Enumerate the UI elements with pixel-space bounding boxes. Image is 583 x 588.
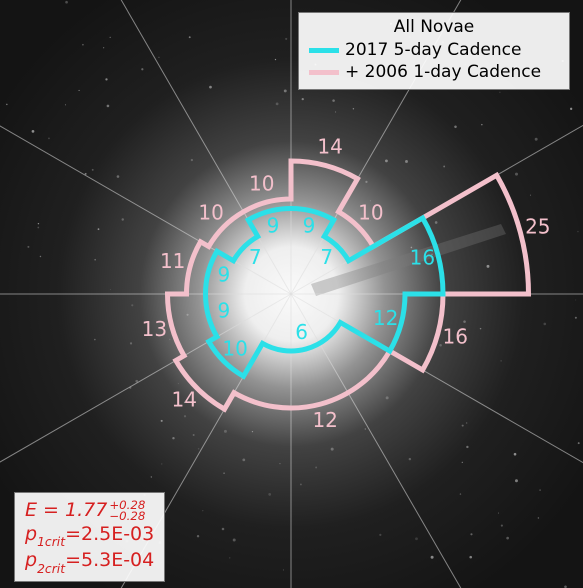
legend-swatch-outer [309,70,339,75]
inner-value-label: 9 [218,298,231,322]
outer-value-label: 13 [142,317,167,341]
outer-value-label: 16 [442,324,467,348]
inner-value-label: 16 [410,245,435,269]
inner-value-label: 9 [303,213,316,237]
inner-value-label: 9 [218,263,231,287]
outer-value-label: 12 [312,408,337,432]
stat-p2crit: p2crit=5.3E-04 [25,549,154,575]
legend-title: All Novae [309,17,559,37]
outer-value-label: 14 [172,387,197,411]
legend-row-inner: 2017 5-day Cadence [309,39,559,61]
inner-value-label: 6 [295,320,308,344]
legend-swatch-inner [309,48,339,53]
inner-value-label: 12 [373,306,398,330]
outer-value-label: 11 [160,249,185,273]
stat-p1crit: p1crit=2.5E-03 [25,523,154,549]
inner-value-label: 7 [320,245,333,269]
outer-value-label: 10 [358,201,383,225]
legend-box: All Novae 2017 5-day Cadence + 2006 1-da… [298,12,570,90]
outer-value-label: 10 [249,171,274,195]
rose-chart-root: 251014101011131412161679979910612 All No… [0,0,583,588]
inner-value-label: 7 [249,245,262,269]
outer-value-label: 14 [317,135,342,159]
inner-value-label: 9 [267,213,280,237]
outer-value-label: 25 [525,214,550,238]
stat-E: E = 1.77+0.28−0.28 [25,499,154,523]
legend-label-inner: 2017 5-day Cadence [345,40,521,60]
outer-value-label: 10 [198,201,223,225]
inner-value-label: 10 [222,336,247,360]
stats-box: E = 1.77+0.28−0.28p1crit=2.5E-03p2crit=5… [14,492,165,582]
legend-row-outer: + 2006 1-day Cadence [309,61,559,83]
legend-label-outer: + 2006 1-day Cadence [345,62,541,82]
